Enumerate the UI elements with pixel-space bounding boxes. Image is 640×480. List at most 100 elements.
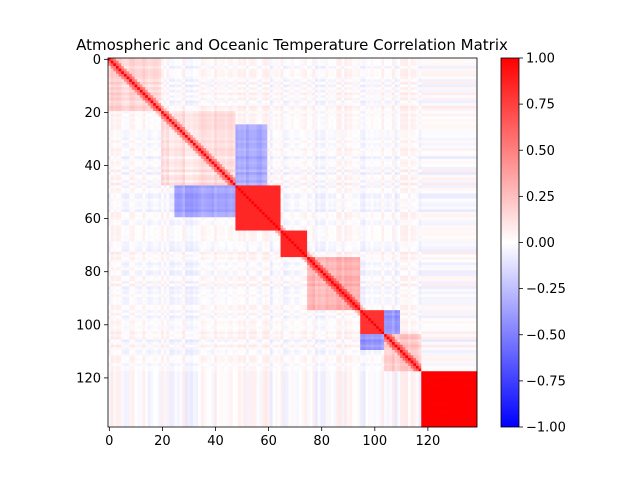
heatmap-cell bbox=[397, 63, 401, 67]
heatmap-cell bbox=[232, 140, 236, 144]
heatmap-cell bbox=[381, 137, 385, 141]
heatmap-cell bbox=[317, 124, 321, 128]
heatmap-cell bbox=[410, 111, 414, 115]
heatmap-cell bbox=[150, 119, 154, 123]
heatmap-cell bbox=[389, 116, 393, 120]
heatmap-cell bbox=[238, 79, 242, 83]
heatmap-cell bbox=[301, 105, 305, 109]
heatmap-cell bbox=[126, 116, 130, 120]
heatmap-cell bbox=[200, 76, 204, 80]
heatmap-cell bbox=[336, 103, 340, 107]
heatmap-cell bbox=[187, 58, 191, 61]
heatmap-cell bbox=[291, 97, 295, 101]
heatmap-cell bbox=[415, 63, 419, 67]
heatmap-cell bbox=[256, 129, 260, 133]
heatmap-cell bbox=[246, 73, 250, 77]
heatmap-cell bbox=[336, 79, 340, 83]
heatmap-cell bbox=[474, 58, 478, 61]
heatmap-cell bbox=[269, 121, 273, 125]
heatmap-cell bbox=[400, 124, 404, 128]
heatmap-cell bbox=[301, 140, 305, 144]
heatmap-cell bbox=[254, 84, 258, 88]
heatmap-cell bbox=[397, 97, 401, 101]
heatmap-cell bbox=[328, 100, 332, 104]
heatmap-cell bbox=[352, 95, 356, 99]
heatmap-cell bbox=[288, 137, 292, 141]
heatmap-cell bbox=[161, 121, 165, 125]
heatmap-cell bbox=[171, 140, 175, 144]
heatmap-cell bbox=[389, 127, 393, 131]
heatmap-cell bbox=[445, 97, 449, 101]
heatmap-cell bbox=[275, 97, 279, 101]
heatmap-cell bbox=[195, 137, 199, 141]
heatmap-cell bbox=[466, 76, 470, 80]
heatmap-cell bbox=[336, 124, 340, 128]
heatmap-cell bbox=[169, 124, 173, 128]
heatmap-cell bbox=[360, 116, 364, 120]
heatmap-cell bbox=[259, 108, 263, 112]
heatmap-cell bbox=[200, 95, 204, 99]
heatmap-cell bbox=[137, 124, 141, 128]
heatmap-cell bbox=[222, 119, 226, 123]
heatmap-cell bbox=[447, 100, 451, 104]
heatmap-cell bbox=[458, 113, 462, 117]
heatmap-cell bbox=[336, 148, 340, 152]
heatmap-cell bbox=[429, 111, 433, 115]
heatmap-cell bbox=[161, 129, 165, 133]
heatmap-cell bbox=[190, 116, 194, 120]
heatmap-cell bbox=[474, 65, 478, 69]
heatmap-cell bbox=[288, 121, 292, 125]
heatmap-cell bbox=[115, 129, 119, 133]
heatmap-cell bbox=[426, 60, 430, 64]
heatmap-cell bbox=[418, 132, 422, 136]
heatmap-cell bbox=[434, 100, 438, 104]
heatmap-cell bbox=[171, 79, 175, 83]
heatmap-cell bbox=[461, 92, 465, 96]
heatmap-cell bbox=[227, 58, 231, 61]
heatmap-cell bbox=[118, 60, 122, 64]
heatmap-cell bbox=[293, 142, 297, 146]
heatmap-cell bbox=[368, 60, 372, 64]
heatmap-cell bbox=[362, 95, 366, 99]
heatmap-cell bbox=[246, 60, 250, 64]
heatmap-cell bbox=[277, 95, 281, 99]
heatmap-cell bbox=[169, 81, 173, 85]
heatmap-cell bbox=[129, 127, 133, 131]
heatmap-cell bbox=[330, 60, 334, 64]
heatmap-cell bbox=[115, 68, 119, 72]
heatmap-cell bbox=[275, 84, 279, 88]
heatmap-cell bbox=[376, 103, 380, 107]
heatmap-cell bbox=[349, 132, 353, 136]
heatmap-cell bbox=[421, 150, 425, 154]
heatmap-cell bbox=[235, 68, 239, 72]
heatmap-cell bbox=[147, 97, 151, 101]
heatmap-cell bbox=[246, 92, 250, 96]
heatmap-cell bbox=[142, 68, 146, 72]
heatmap-cell bbox=[123, 142, 127, 146]
heatmap-cell bbox=[317, 92, 321, 96]
heatmap-cell bbox=[139, 63, 143, 67]
heatmap-cell bbox=[469, 87, 473, 91]
heatmap-cell bbox=[320, 65, 324, 69]
heatmap-cell bbox=[291, 65, 295, 69]
heatmap-cell bbox=[121, 105, 125, 109]
heatmap-cell bbox=[445, 132, 449, 136]
heatmap-cell bbox=[177, 150, 181, 154]
heatmap-cell bbox=[312, 105, 316, 109]
heatmap-cell bbox=[219, 148, 223, 152]
heatmap-cell bbox=[285, 95, 289, 99]
heatmap-cell bbox=[145, 121, 149, 125]
heatmap-cell bbox=[177, 145, 181, 149]
heatmap-cell bbox=[405, 58, 409, 61]
heatmap-cell bbox=[402, 148, 406, 152]
heatmap-cell bbox=[222, 121, 226, 125]
heatmap-cell bbox=[421, 103, 425, 107]
heatmap-cell bbox=[330, 71, 334, 75]
heatmap-cell bbox=[397, 79, 401, 83]
heatmap-cell bbox=[118, 97, 122, 101]
heatmap-cell bbox=[216, 65, 220, 69]
heatmap-cell bbox=[283, 150, 287, 154]
heatmap-cell bbox=[423, 71, 427, 75]
heatmap-cell bbox=[126, 137, 130, 141]
heatmap-cell bbox=[129, 100, 133, 104]
